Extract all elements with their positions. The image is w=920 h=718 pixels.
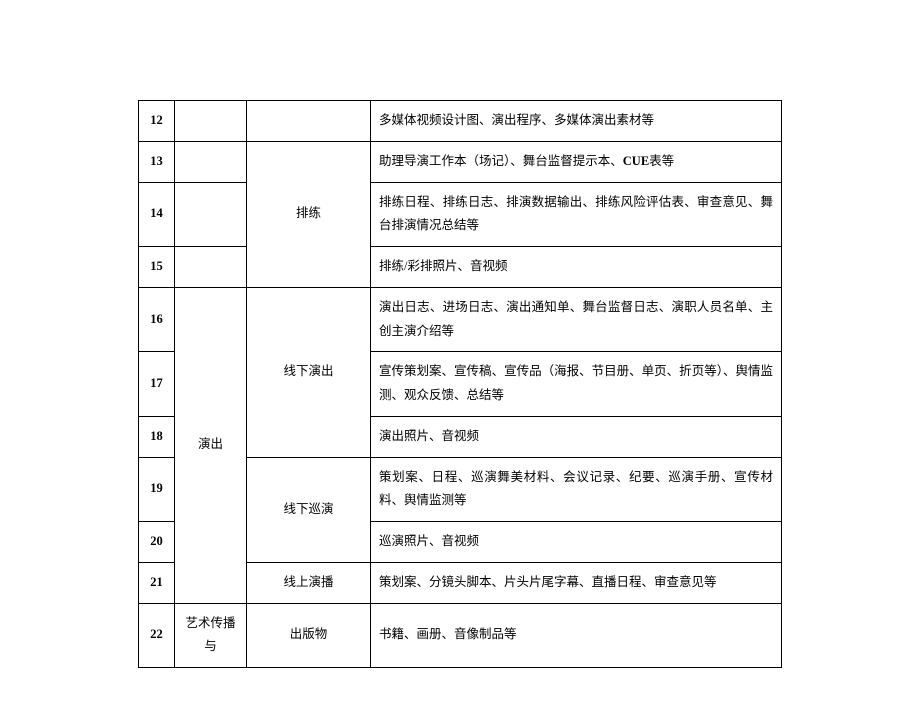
desc-text-bold: CUE — [623, 154, 649, 168]
desc-text-prefix: 助理导演工作本（场记）、舞台监督提示本、 — [379, 154, 623, 168]
description-cell: 排练日程、排练日志、排演数据输出、排练风险评估表、审查意见、舞台排演情况总结等 — [371, 182, 782, 247]
description-cell: 策划案、分镜头脚本、片头片尾字幕、直播日程、审查意见等 — [371, 562, 782, 603]
description-cell: 书籍、画册、音像制品等 — [371, 603, 782, 668]
row-number: 20 — [139, 522, 175, 563]
document-table: 12 多媒体视频设计图、演出程序、多媒体演出素材等 13 排练 助理导演工作本（… — [138, 100, 782, 668]
row-number: 16 — [139, 287, 175, 352]
table-row: 15 排练/彩排照片、音视频 — [139, 247, 782, 288]
category-1-cell — [175, 182, 247, 247]
row-number: 12 — [139, 101, 175, 142]
description-cell: 宣传策划案、宣传稿、宣传品（海报、节目册、单页、折页等）、舆情监测、观众反馈、总… — [371, 352, 782, 417]
category-2-cell — [247, 101, 371, 142]
category-1-cell — [175, 247, 247, 288]
description-cell: 多媒体视频设计图、演出程序、多媒体演出素材等 — [371, 101, 782, 142]
category-2-cell: 线下巡演 — [247, 457, 371, 562]
row-number: 14 — [139, 182, 175, 247]
category-1-cell — [175, 141, 247, 182]
row-number: 22 — [139, 603, 175, 668]
desc-text-suffix: 表等 — [649, 154, 674, 168]
row-number: 13 — [139, 141, 175, 182]
description-cell: 演出日志、进场日志、演出通知单、舞台监督日志、演职人员名单、主创主演介绍等 — [371, 287, 782, 352]
row-number: 18 — [139, 416, 175, 457]
description-cell: 策划案、日程、巡演舞美材料、会议记录、纪要、巡演手册、宣传材料、舆情监测等 — [371, 457, 782, 522]
table-row: 14 排练日程、排练日志、排演数据输出、排练风险评估表、审查意见、舞台排演情况总… — [139, 182, 782, 247]
table-row: 12 多媒体视频设计图、演出程序、多媒体演出素材等 — [139, 101, 782, 142]
row-number: 15 — [139, 247, 175, 288]
category-2-cell: 线下演出 — [247, 287, 371, 457]
category-2-cell: 出版物 — [247, 603, 371, 668]
category-1-cell: 艺术传播与 — [175, 603, 247, 668]
row-number: 17 — [139, 352, 175, 417]
table-row: 16 演出 线下演出 演出日志、进场日志、演出通知单、舞台监督日志、演职人员名单… — [139, 287, 782, 352]
category-2-cell: 线上演播 — [247, 562, 371, 603]
category-1-cell — [175, 101, 247, 142]
category-1-cell: 演出 — [175, 287, 247, 603]
row-number: 19 — [139, 457, 175, 522]
table-row: 22 艺术传播与 出版物 书籍、画册、音像制品等 — [139, 603, 782, 668]
description-cell: 助理导演工作本（场记）、舞台监督提示本、CUE表等 — [371, 141, 782, 182]
row-number: 21 — [139, 562, 175, 603]
description-cell: 排练/彩排照片、音视频 — [371, 247, 782, 288]
category-2-cell: 排练 — [247, 141, 371, 287]
description-cell: 演出照片、音视频 — [371, 416, 782, 457]
table-row: 13 排练 助理导演工作本（场记）、舞台监督提示本、CUE表等 — [139, 141, 782, 182]
description-cell: 巡演照片、音视频 — [371, 522, 782, 563]
